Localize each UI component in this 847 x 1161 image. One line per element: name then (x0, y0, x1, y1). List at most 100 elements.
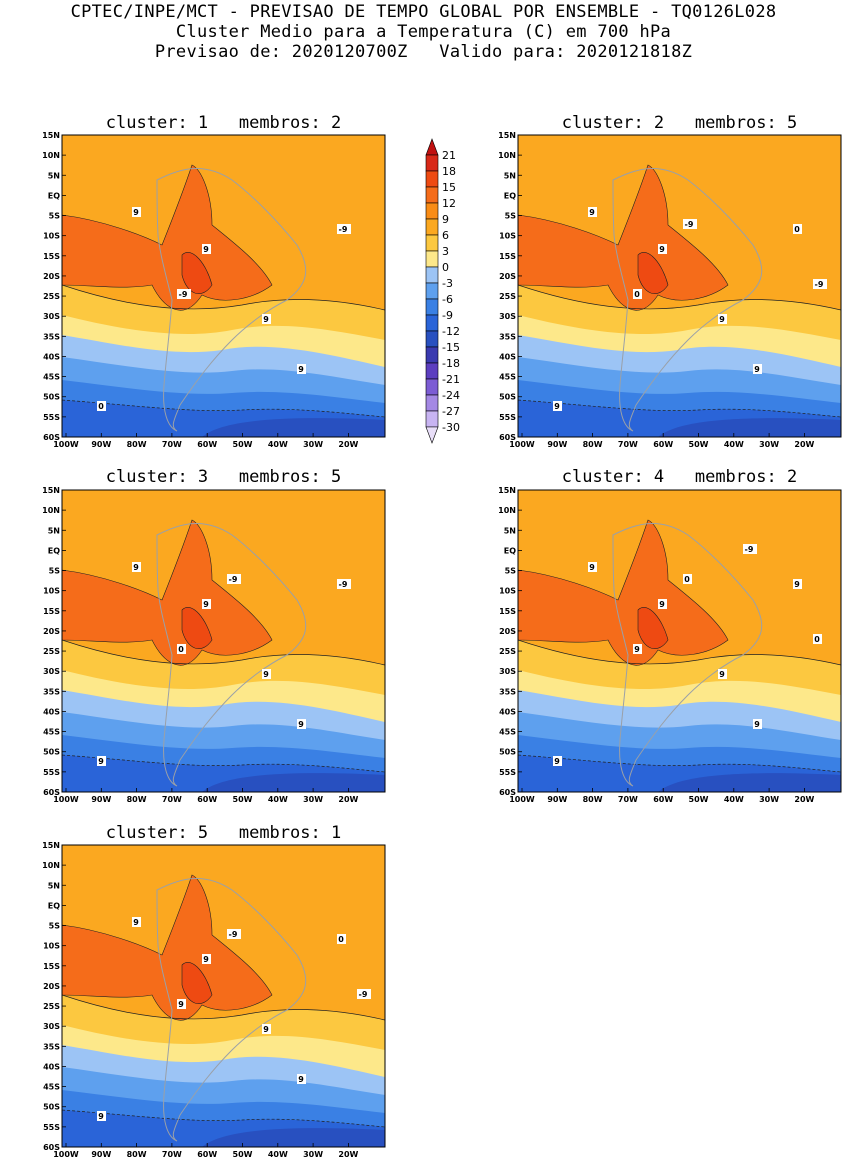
lon-label: 20W (338, 795, 358, 804)
lat-label: 50S (499, 748, 516, 757)
colorbar-label: 12 (442, 197, 456, 210)
lat-label: 5N (48, 881, 60, 890)
contour-label: 0 (814, 635, 820, 644)
lat-label: 30S (43, 1022, 60, 1031)
lat-label: 5S (505, 567, 517, 576)
lat-label: 50S (43, 748, 60, 757)
contour-line-0 (62, 639, 385, 666)
contour-label: -9 (359, 990, 368, 999)
lat-label: 10N (498, 506, 516, 515)
lat-label: 40S (499, 352, 516, 361)
temperature-band (658, 418, 841, 437)
colorbar-label: 9 (442, 213, 449, 226)
coastline (156, 522, 307, 787)
colorbar-swatch (425, 346, 439, 364)
contour-label-box (132, 917, 141, 927)
lat-label: 30S (43, 312, 60, 321)
contour-line-0 (518, 284, 841, 311)
contour-label: 9 (178, 1000, 184, 1009)
contour-label-box (683, 219, 697, 229)
contour-label: 9 (719, 670, 725, 679)
lon-label: 20W (338, 1150, 358, 1159)
colorbar-label: -18 (442, 357, 460, 370)
lon-label: 90W (91, 440, 111, 449)
contour-label: -9 (339, 580, 348, 589)
contour-label-box (202, 954, 211, 964)
lat-label: 30S (43, 667, 60, 676)
colorbar-swatch (425, 154, 439, 172)
lat-label: 10S (43, 587, 60, 596)
contour-label-box (177, 999, 186, 1009)
contour-label-box (202, 244, 211, 254)
lat-label: 40S (43, 707, 60, 716)
contour-label: 9 (719, 315, 725, 324)
lon-label: 20W (794, 440, 814, 449)
coastline (612, 167, 763, 432)
lat-label: 15N (42, 486, 60, 495)
lon-label: 100W (509, 440, 535, 449)
contour-label: 9 (754, 365, 760, 374)
lat-label: 40S (43, 1062, 60, 1071)
lat-label: 15N (498, 486, 516, 495)
contour-label: 9 (659, 600, 665, 609)
colorbar-label: -15 (442, 341, 460, 354)
lat-label: 10N (42, 151, 60, 160)
colorbar-label: -27 (442, 405, 460, 418)
colorbar-swatch (425, 298, 439, 316)
lat-label: 5N (504, 171, 516, 180)
map-frame (61, 489, 386, 793)
lat-label: 50S (43, 393, 60, 402)
lat-label: EQ (504, 191, 516, 200)
colorbar-svg: 21 18 15 12 9 6 3 0 -3 -6 -9 -12 -15 -18 -21 -24 -27 -30 (425, 138, 460, 444)
contour-line-minus9 (62, 399, 385, 418)
lon-label: 30W (303, 1150, 323, 1159)
colorbar: 21 18 15 12 9 6 3 0 -3 -6 -9 -12 -15 -18 -21 -24 -27 -30 (424, 133, 484, 453)
lat-label: 35S (499, 332, 516, 341)
lat-label: 25S (499, 292, 516, 301)
contour-label-box (793, 224, 802, 234)
contour-label-box (683, 574, 692, 584)
lon-label: 70W (618, 795, 638, 804)
contour-line-minus9 (62, 1109, 385, 1128)
contour-label: 0 (794, 225, 800, 234)
colorbar-label: -9 (442, 309, 453, 322)
lat-label: 10N (42, 861, 60, 870)
lon-label: 90W (91, 1150, 111, 1159)
contour-label: 9 (298, 720, 304, 729)
contour-label-box (97, 756, 106, 766)
lon-label: 70W (162, 795, 182, 804)
contour-label-box (633, 289, 642, 299)
lat-label: 10N (42, 506, 60, 515)
contour-label: -9 (339, 225, 348, 234)
colorbar-label: 15 (442, 181, 456, 194)
contour-label: -9 (179, 290, 188, 299)
lat-label: 15S (499, 252, 516, 261)
lat-label: 15N (42, 841, 60, 850)
contour-label: -9 (815, 280, 824, 289)
map-panel-cluster-1: 15N 10N 5N EQ 5S 10S 15S 20S 25S 30S 35S 40S 45S 50S 5… (30, 131, 395, 451)
lon-label: 60W (653, 440, 673, 449)
lon-label: 30W (303, 795, 323, 804)
lat-label: 55S (499, 768, 516, 777)
lon-label: 100W (53, 1150, 79, 1159)
lat-label: 5S (505, 212, 517, 221)
lat-label: 5N (504, 526, 516, 535)
contour-label-box (262, 1024, 271, 1034)
contour-label: 9 (133, 208, 139, 217)
contour-label-box (337, 579, 351, 589)
lat-label: 30S (499, 667, 516, 676)
lat-label: 5N (48, 526, 60, 535)
map-svg-4: 15N 10N 5N EQ 5S 10S 15S 20S 25S 30S 35S 40S 45S 50S 5… (498, 486, 842, 804)
colorbar-swatch (425, 250, 439, 268)
contour-label: 9 (754, 720, 760, 729)
contour-label-box (202, 599, 211, 609)
contour-label-box (132, 207, 141, 217)
contour-line-0 (62, 284, 385, 311)
contour-label-box (718, 314, 727, 324)
lon-label: 70W (162, 1150, 182, 1159)
contour-line-0 (62, 994, 385, 1021)
contour-label-box (753, 719, 762, 729)
colorbar-label: -3 (442, 277, 453, 290)
colorbar-swatch (425, 330, 439, 348)
colorbar-label: 21 (442, 149, 456, 162)
